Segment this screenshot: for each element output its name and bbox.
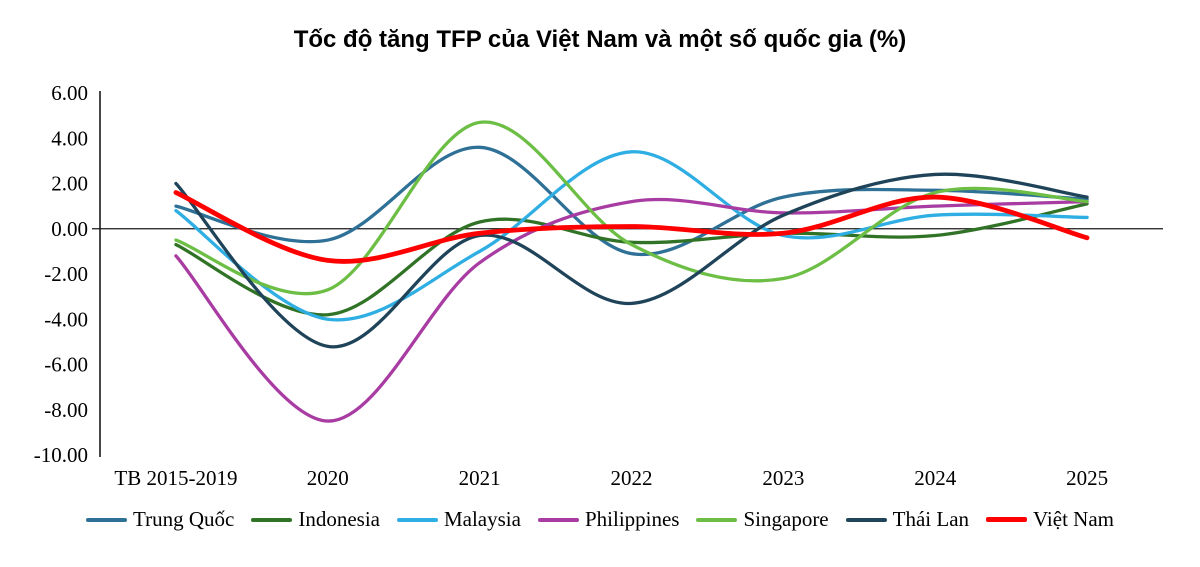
legend-item-philippines: Philippines bbox=[537, 507, 680, 531]
legend-item-việt-nam: Việt Nam bbox=[986, 509, 1114, 530]
x-axis-category-label: 2023 bbox=[762, 466, 804, 490]
x-axis-category-label: 2020 bbox=[307, 466, 349, 490]
series-line-singapore bbox=[174, 120, 1089, 296]
legend-label: Singapore bbox=[743, 507, 829, 531]
legend-label: Malaysia bbox=[443, 507, 521, 531]
y-axis-tick-label: 0.00 bbox=[51, 217, 88, 241]
x-axis-category-label: 2025 bbox=[1066, 466, 1108, 490]
series-line-philippines bbox=[174, 197, 1089, 423]
legend-label: Indonesia bbox=[298, 507, 380, 531]
legend-item-trung-quốc: Trung Quốc bbox=[86, 509, 234, 530]
legend-label: Philippines bbox=[584, 507, 680, 531]
legend-item-malaysia: Malaysia bbox=[396, 507, 521, 531]
y-axis-tick-label: 6.00 bbox=[51, 81, 88, 105]
legend-label: Trung Quốc bbox=[133, 507, 235, 531]
y-axis-tick-label: -2.00 bbox=[44, 262, 88, 286]
legend-line-swatch bbox=[537, 517, 579, 522]
x-axis-category-label: 2024 bbox=[914, 466, 957, 490]
legend-label: Thái Lan bbox=[892, 507, 970, 531]
legend-line-swatch bbox=[251, 517, 293, 522]
series-line-trung-quốc bbox=[174, 145, 1089, 257]
legend: Trung Quốc Indonesia Malaysia Philippines Si… bbox=[0, 509, 1200, 530]
legend-label: Việt Nam bbox=[1033, 507, 1114, 531]
legend-line-swatch bbox=[86, 517, 127, 522]
y-axis-tick-label: 2.00 bbox=[51, 172, 88, 196]
y-axis-tick-label: -8.00 bbox=[44, 398, 88, 422]
legend-line-swatch bbox=[845, 517, 887, 522]
legend-line-swatch bbox=[696, 517, 738, 522]
x-axis-category-label: 2021 bbox=[459, 466, 501, 490]
series-line-indonesia bbox=[174, 202, 1089, 317]
x-axis-category-label: 2022 bbox=[611, 466, 653, 490]
legend-line-swatch bbox=[396, 517, 438, 522]
legend-line-swatch bbox=[986, 517, 1028, 522]
legend-item-singapore: Singapore bbox=[696, 507, 829, 531]
y-axis-tick-label: -10.00 bbox=[34, 443, 88, 467]
x-axis-category-label: TB 2015-2019 bbox=[114, 466, 237, 490]
y-axis-tick-label: -4.00 bbox=[44, 307, 88, 331]
y-axis-tick-label: -6.00 bbox=[44, 353, 88, 377]
chart-title: Tốc độ tăng TFP của Việt Nam và một số q… bbox=[293, 26, 907, 53]
y-axis-tick-label: 4.00 bbox=[51, 126, 88, 150]
series-line-thái-lan bbox=[174, 172, 1089, 349]
legend-item-indonesia: Indonesia bbox=[251, 509, 380, 530]
series-line-việt-nam bbox=[173, 190, 1090, 264]
series-line-malaysia bbox=[174, 150, 1089, 322]
legend-item-thái-lan: Thái Lan bbox=[845, 507, 970, 531]
